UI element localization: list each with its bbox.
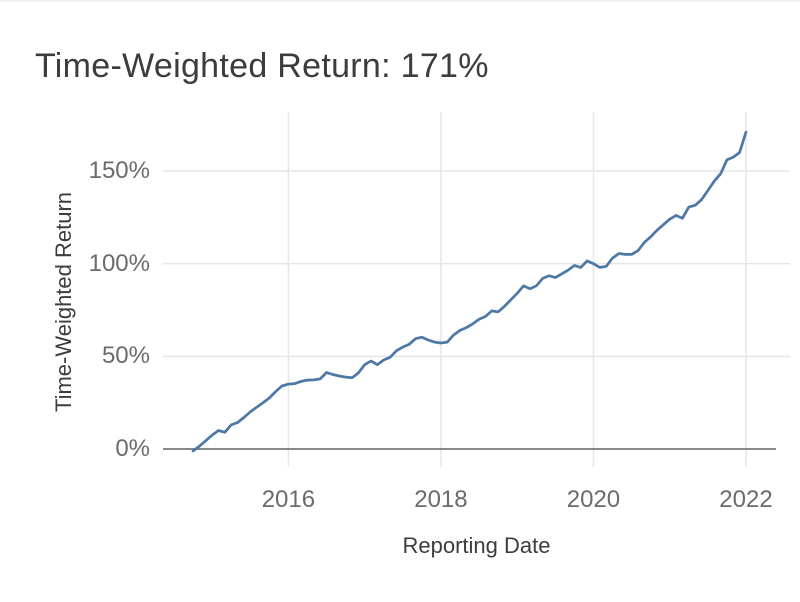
y-tick-label: 150% <box>88 157 150 184</box>
x-tick-label: 2016 <box>261 486 316 513</box>
chart-title: Time-Weighted Return: 171% <box>35 47 489 85</box>
x-axis-title: Reporting Date <box>402 533 551 558</box>
x-tick-label: 2020 <box>566 486 621 513</box>
y-tick-label: 0% <box>115 435 150 462</box>
series-line[interactable] <box>191 130 748 453</box>
y-axis-title: Time-Weighted Return <box>51 191 76 413</box>
y-tick-label: 50% <box>101 342 150 370</box>
x-tick-label: 2018 <box>414 486 468 513</box>
series-group <box>191 130 748 453</box>
x-tick-label: 2022 <box>719 486 773 513</box>
y-tick-label: 100% <box>88 249 150 277</box>
gridlines <box>163 112 790 467</box>
